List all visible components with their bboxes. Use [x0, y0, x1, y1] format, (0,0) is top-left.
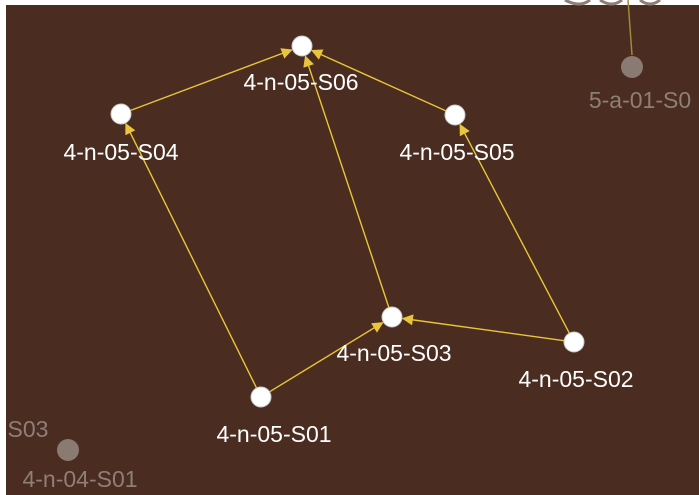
faded-node-label: S03 — [8, 416, 49, 442]
edge-s05-to-s06[interactable] — [311, 49, 447, 112]
faded-edge — [627, 0, 633, 56]
node-label: 4-n-05-S05 — [399, 139, 514, 165]
node-label: 4-n-05-S06 — [243, 69, 358, 95]
graph-node-s04[interactable]: 4-n-05-S04 — [63, 103, 179, 165]
edge-s04-to-s06[interactable] — [130, 48, 293, 112]
edge-s01-to-s03[interactable] — [269, 322, 384, 393]
graph-node-s06[interactable]: 4-n-05-S06 — [243, 35, 359, 95]
faded-node-label: 4-n-04-S01 — [22, 466, 137, 492]
node-label: 4-n-05-S03 — [336, 340, 451, 366]
node-circle[interactable] — [291, 35, 313, 57]
node-label: 4-n-05-S01 — [216, 421, 331, 447]
faded-node-5-a-01[interactable] — [621, 56, 643, 78]
edge-s01-to-s04[interactable] — [125, 122, 258, 389]
graph-node-s02[interactable]: 4-n-05-S02 — [518, 331, 634, 392]
graph-node-s05[interactable]: 4-n-05-S05 — [399, 104, 515, 165]
node-layer: 4-n-05-S06 4-n-05-S04 4-n-05-S05 4-n-05-… — [63, 35, 634, 447]
faded-node-label: 5-a-01-S0 — [589, 87, 691, 113]
node-label: 4-n-05-S04 — [63, 139, 178, 165]
graph-node-s01[interactable]: 4-n-05-S01 — [216, 386, 332, 447]
faded-offscreen-label — [564, 0, 661, 6]
node-circle[interactable] — [250, 386, 272, 408]
edge-s02-to-s05[interactable] — [459, 123, 570, 334]
background-graph-layer: 5-a-01-S0 4-n-04-S01 S03 — [8, 0, 691, 492]
node-circle[interactable] — [563, 331, 585, 353]
node-circle[interactable] — [444, 104, 466, 126]
node-label: 4-n-05-S02 — [518, 366, 633, 392]
graph-node-s03[interactable]: 4-n-05-S03 — [336, 306, 452, 366]
node-circle[interactable] — [110, 103, 132, 125]
edge-s03-to-s06[interactable] — [303, 55, 390, 308]
edge-s02-to-s03[interactable] — [401, 314, 565, 342]
edge-layer — [125, 48, 570, 393]
faded-node-4-n-04[interactable] — [57, 439, 79, 461]
canvas-background — [6, 5, 699, 495]
node-circle[interactable] — [381, 306, 403, 328]
